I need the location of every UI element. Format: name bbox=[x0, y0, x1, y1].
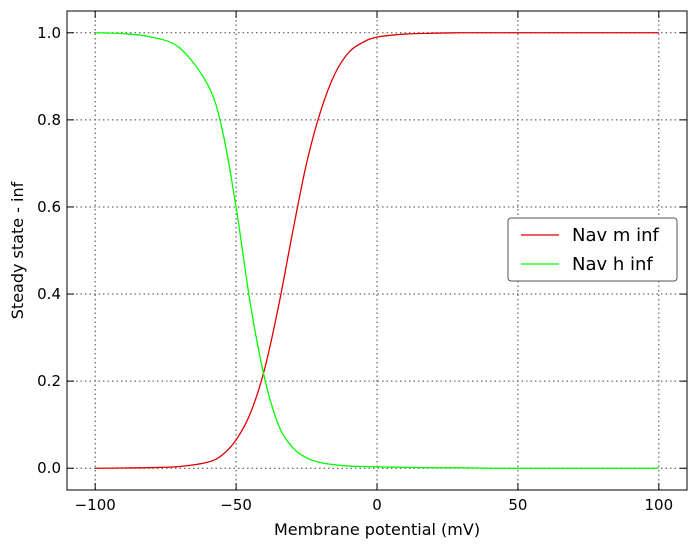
series-line-1 bbox=[95, 32, 659, 469]
ticks: −100 −50 0 50 100 0.0 0.2 0.4 0.6 0.8 1.0 bbox=[37, 11, 687, 514]
series-layer bbox=[95, 32, 659, 469]
series-line-2 bbox=[95, 32, 659, 469]
legend: Nav m inf Nav h inf bbox=[507, 217, 678, 282]
legend-label-1: Nav m inf bbox=[572, 225, 660, 246]
y-tick-label: 0.6 bbox=[37, 198, 61, 216]
x-axis-label: Membrane potential (mV) bbox=[274, 520, 480, 539]
y-tick-label: 0.8 bbox=[37, 111, 61, 129]
legend-label-2: Nav h inf bbox=[572, 254, 653, 275]
x-tick-label: 50 bbox=[508, 496, 527, 514]
x-tick-label: −50 bbox=[220, 496, 252, 514]
x-tick-label: 0 bbox=[372, 496, 382, 514]
y-axis-label: Steady state - inf bbox=[8, 181, 27, 319]
y-tick-label: 0.2 bbox=[37, 372, 61, 390]
legend-box bbox=[507, 217, 678, 282]
y-tick-label: 0.4 bbox=[37, 285, 61, 303]
x-tick-label: 100 bbox=[644, 496, 673, 514]
y-tick-label: 0.0 bbox=[37, 459, 61, 477]
x-tick-label: −100 bbox=[75, 496, 116, 514]
y-tick-label: 1.0 bbox=[37, 24, 61, 42]
